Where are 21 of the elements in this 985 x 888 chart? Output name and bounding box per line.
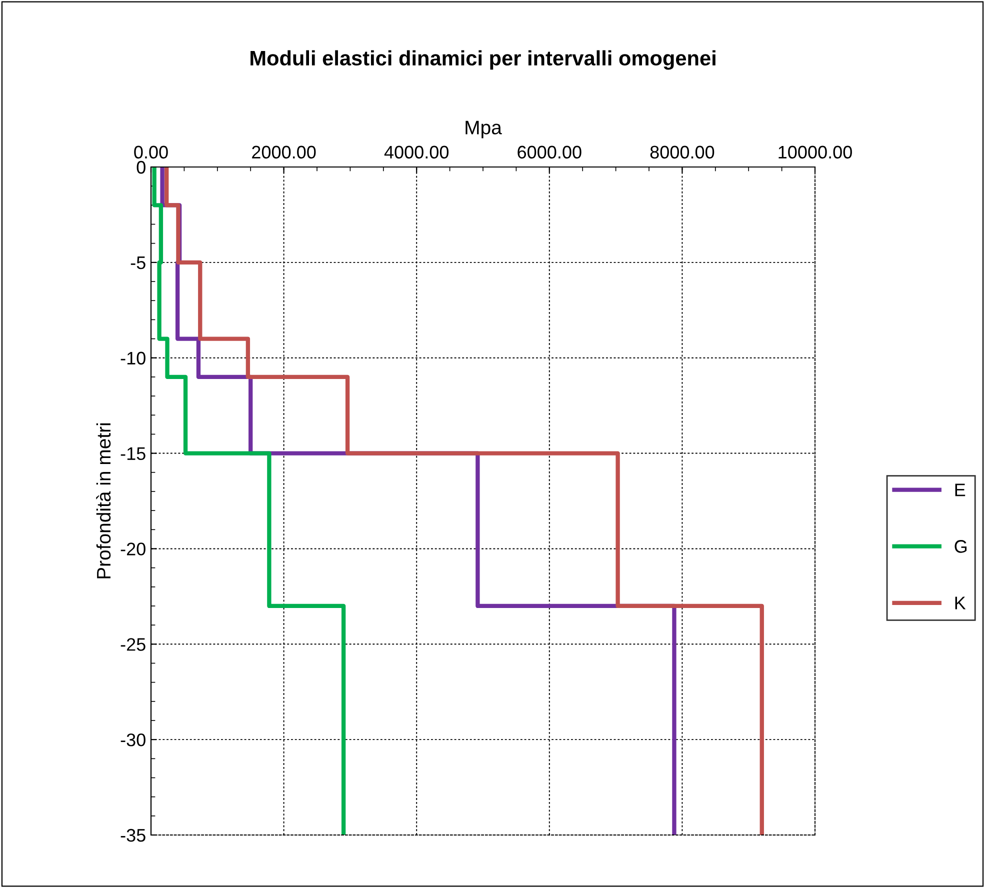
y-tick-label: -35 <box>120 828 146 842</box>
y-axis-title: Profondità in metri <box>96 423 111 578</box>
line-series <box>164 167 764 835</box>
legend-label: E <box>955 484 966 496</box>
x-tick-label: 6000.00 <box>518 146 582 159</box>
legend-label: G <box>954 540 967 553</box>
y-tick-label: -10 <box>120 352 146 365</box>
y-tick-label: 0 <box>136 160 146 174</box>
x-tick-label: 4000.00 <box>384 146 449 159</box>
x-tick-label: 2000.00 <box>252 146 316 159</box>
legend-label: K <box>955 596 966 610</box>
x-tick-label: 10000.00 <box>778 146 852 159</box>
y-tick-label: -5 <box>130 256 146 270</box>
y-tick-label: -20 <box>120 542 146 556</box>
y-tick-label: -25 <box>120 638 146 651</box>
x-tick-label: 8000.00 <box>650 146 714 159</box>
chart-title: Moduli elastici dinamici per intervalli omogenei <box>250 50 716 70</box>
y-tick-label: -15 <box>120 447 146 460</box>
x-tick-label: 0.00 <box>134 146 168 159</box>
y-tick-label: -30 <box>120 734 146 746</box>
x-axis-title: Mpa <box>466 120 502 138</box>
